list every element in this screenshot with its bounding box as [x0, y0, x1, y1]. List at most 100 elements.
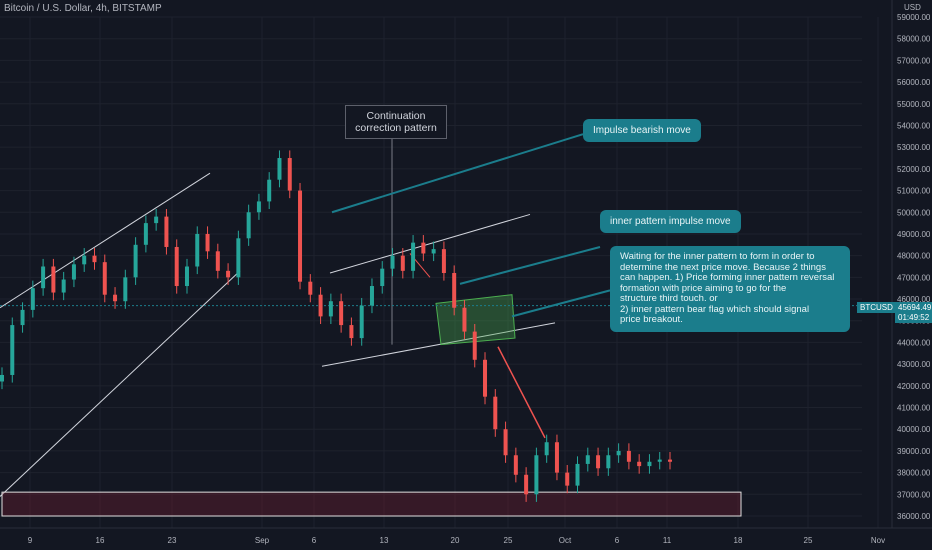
candle-body [565, 472, 570, 486]
price-tick-label: 41000.00 [897, 404, 931, 413]
price-tick-label: 39000.00 [897, 447, 931, 456]
upper-channel-line [0, 172, 211, 309]
candle-body [483, 359, 488, 397]
price-tick-label: 58000.00 [897, 35, 931, 44]
current-price-tag: 45694.49 [895, 302, 932, 313]
candle-body [575, 463, 580, 486]
candle-body [30, 288, 35, 310]
candle-body [164, 216, 169, 247]
candle-body [431, 249, 436, 254]
waiting-callout: Waiting for the inner pattern to form in… [610, 246, 850, 332]
candle-body [277, 158, 282, 180]
candle-body [585, 455, 590, 464]
waiting-callout-pointer [511, 289, 611, 318]
impulse-callout-pointer [331, 133, 584, 214]
candle-body [328, 301, 333, 317]
price-tick-label: 37000.00 [897, 490, 931, 499]
countdown-tag: 01:49:52 [895, 312, 932, 323]
candle-body [0, 374, 4, 382]
price-tick-label: 36000.00 [897, 512, 931, 521]
candle-body [369, 286, 374, 306]
candle-body [123, 277, 128, 302]
price-tick-label: 43000.00 [897, 360, 931, 369]
candle-body [421, 242, 426, 254]
candle-body [215, 251, 220, 271]
candle-body [318, 294, 323, 317]
candle-body [102, 262, 107, 295]
candle-body [113, 294, 118, 302]
candle-body [349, 325, 354, 339]
inner-impulse-callout: inner pattern impulse move [600, 210, 741, 233]
time-tick-label: Nov [871, 536, 885, 545]
candle-body [51, 266, 56, 293]
candle-body [390, 255, 395, 269]
candle-body [452, 273, 457, 308]
price-axis: 59000.00 58000.00 57000.00 56000.00 55000.00… [891, 0, 931, 528]
time-tick-label: 11 [663, 536, 672, 545]
time-tick-label: Sep [255, 536, 270, 545]
candle-body [174, 246, 179, 287]
candle-body [133, 244, 138, 278]
candle-body [20, 309, 25, 326]
candle-body [380, 268, 385, 287]
support-zone [1, 491, 742, 517]
candle-body [256, 201, 261, 213]
candle-body [626, 450, 631, 462]
price-tick-label: 51000.00 [897, 187, 931, 196]
price-tick-label: 56000.00 [897, 78, 931, 87]
candle-body [154, 216, 159, 224]
time-tick-label: 23 [168, 536, 177, 545]
candle-body [596, 455, 601, 469]
candle-body [359, 305, 364, 339]
time-tick-label: Oct [559, 536, 572, 545]
candle-body [298, 190, 303, 282]
inner-lower-line [321, 322, 556, 367]
time-tick-label: 25 [804, 536, 813, 545]
time-tick-label: 18 [734, 536, 743, 545]
price-tick-label: 59000.00 [897, 13, 931, 22]
candle-body [184, 266, 189, 287]
price-tick-label: 50000.00 [897, 208, 931, 217]
candle-body [71, 264, 76, 280]
candle-body [524, 474, 529, 495]
candle-body [544, 442, 549, 456]
price-tick-label: 38000.00 [897, 469, 931, 478]
price-tick-label: 40000.00 [897, 425, 931, 434]
down-arrow [497, 346, 546, 439]
candle-body [554, 442, 559, 473]
candle-body [400, 255, 405, 271]
price-tick-label: 42000.00 [897, 382, 931, 391]
time-tick-label: 9 [28, 536, 33, 545]
candle-body [534, 455, 539, 495]
continuation-label: Continuation correction pattern [345, 105, 447, 139]
candle-body [503, 429, 508, 456]
candle-body [493, 396, 498, 430]
candle-body [308, 281, 313, 295]
candle-body [10, 325, 15, 375]
candles [0, 150, 672, 502]
candle-body [462, 307, 467, 332]
inner-callout-pointer [459, 246, 601, 285]
time-axis: 9 16 23 Sep 6 13 20 25 Oct 6 11 18 25 Nov [0, 527, 932, 545]
price-tick-label: 49000.00 [897, 230, 931, 239]
price-tick-label: 55000.00 [897, 100, 931, 109]
candle-body [411, 242, 416, 271]
ticker-tag: BTCUSD [857, 302, 896, 313]
candle-body [606, 455, 611, 469]
price-tick-label: 48000.00 [897, 252, 931, 261]
candle-body [226, 270, 231, 278]
candle-body [61, 279, 66, 293]
price-tick-label: 53000.00 [897, 143, 931, 152]
candle-body [668, 459, 672, 462]
candle-body [236, 238, 241, 278]
time-tick-label: 20 [451, 536, 460, 545]
candle-body [92, 255, 97, 263]
candle-body [267, 179, 272, 202]
impulse-bearish-callout: Impulse bearish move [583, 119, 701, 142]
candle-body [41, 266, 46, 289]
candle-body [82, 255, 87, 265]
candle-body [657, 459, 662, 462]
candle-body [513, 455, 518, 475]
